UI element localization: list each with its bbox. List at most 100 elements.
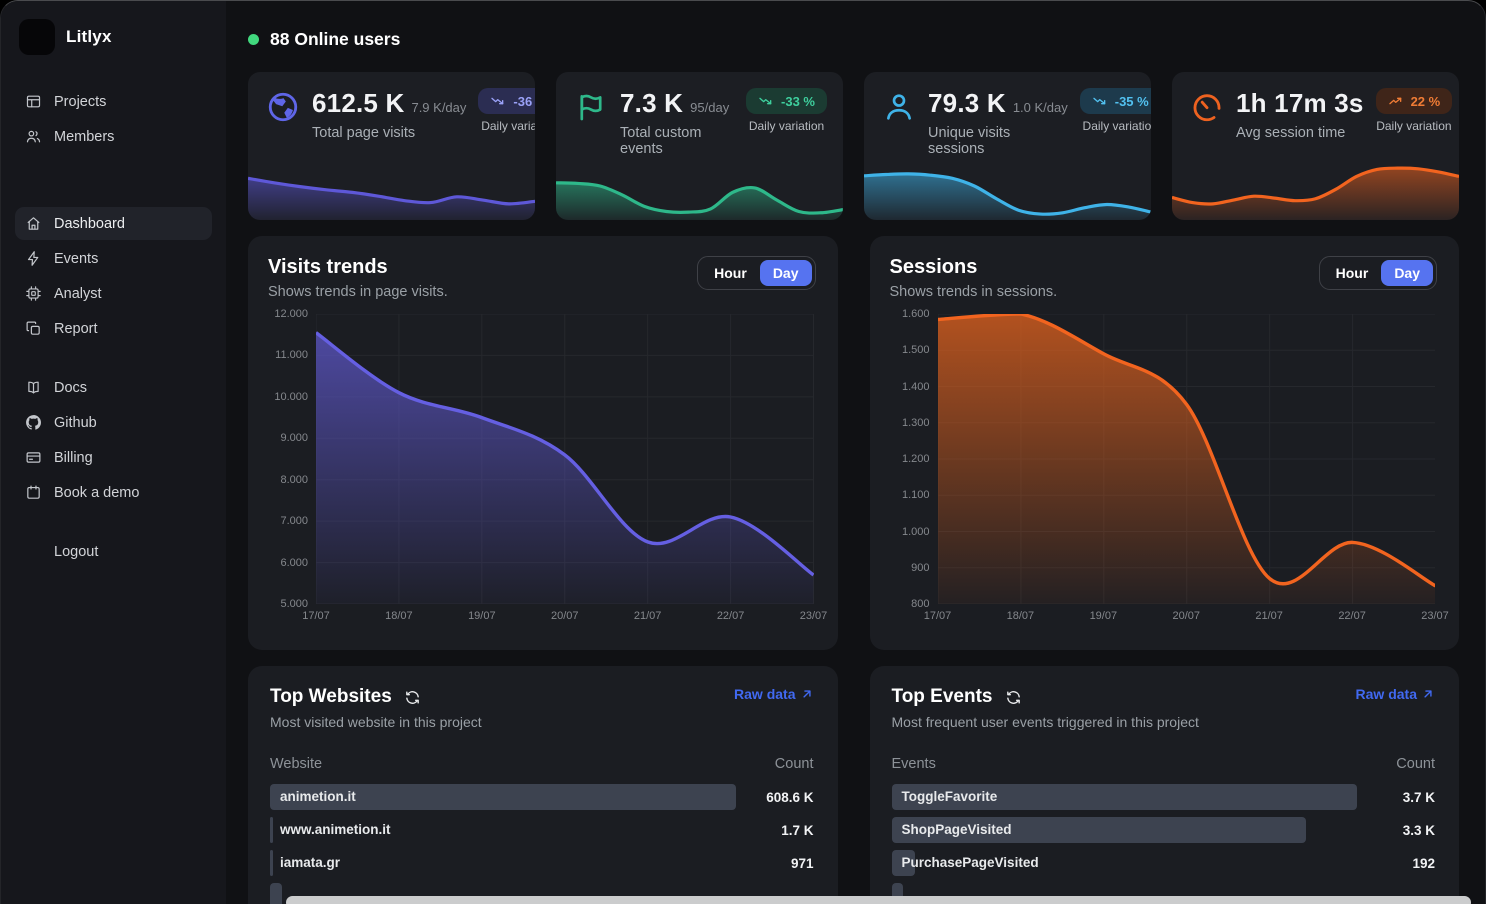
row-bar-zone: PurchasePageVisited xyxy=(891,850,1358,876)
sidebar-item-label: Billing xyxy=(54,449,93,466)
litlyx-logo xyxy=(19,19,55,55)
row-count: 1.7 K xyxy=(781,822,814,838)
table-subtitle: Most frequent user events triggered in t… xyxy=(891,714,1199,730)
variation-badge: 22 % xyxy=(1375,88,1453,114)
chart-card-sessions: Sessions Shows trends in sessions. Hour Day… xyxy=(869,236,1459,650)
variation-value: -36 % xyxy=(513,93,535,109)
variation-value: -33 % xyxy=(781,93,815,109)
x-axis-tick: 19/07 xyxy=(1089,610,1118,622)
stat-sparkline xyxy=(864,152,1151,220)
horizontal-scrollbar[interactable] xyxy=(286,896,1471,904)
row-count: 608.6 K xyxy=(766,789,814,805)
table-row[interactable]: animetion.it 608.6 K xyxy=(270,784,814,810)
sidebar-item-label: Analyst xyxy=(54,285,102,302)
table-subtitle: Most visited website in this project xyxy=(270,714,482,730)
raw-data-link[interactable]: Raw data xyxy=(734,686,813,702)
table-card-top-events: Top Events Raw data Most frequent user eve… xyxy=(869,666,1459,904)
chart-body: 12.000 11.000 10.000 9.000 8.000 7.000 6.000 5.… xyxy=(268,308,827,632)
sidebar-item-report[interactable]: Report xyxy=(15,312,212,345)
stat-card-text: 612.5 K 7.9 K/day Total page visits xyxy=(312,88,466,141)
y-axis-tick: 11.000 xyxy=(275,349,308,362)
y-axis-tick: 9.000 xyxy=(280,432,308,445)
sidebar-spacer xyxy=(11,511,216,533)
y-axis-labels: 12.000 11.000 10.000 9.000 8.000 7.000 6.000 5.… xyxy=(268,308,308,610)
chart-title-block: Visits trends Shows trends in page visits… xyxy=(268,256,448,300)
raw-data-link[interactable]: Raw data xyxy=(1356,686,1435,702)
row-count: 3.7 K xyxy=(1402,789,1435,805)
table-row[interactable]: www.animetion.it 1.7 K xyxy=(270,817,814,843)
table-row[interactable]: iamata.gr 971 xyxy=(270,850,814,876)
table-row[interactable]: ToggleFavorite 3.7 K xyxy=(891,784,1435,810)
row-value-bar xyxy=(270,817,273,843)
variation-value: 22 % xyxy=(1410,93,1441,109)
stat-label: Total custom events xyxy=(620,125,702,157)
stat-card-text: 7.3 K 95/day Total custom events xyxy=(620,88,734,157)
sidebar-item-projects[interactable]: Projects xyxy=(15,85,212,118)
hour-button[interactable]: Hour xyxy=(701,260,760,286)
stat-sparkline xyxy=(1172,152,1459,220)
sidebar-item-label: Logout xyxy=(54,543,99,560)
table-row[interactable]: ShopPageVisited 3.3 K xyxy=(891,817,1435,843)
row-value-bar xyxy=(270,883,282,904)
chart-subtitle: Shows trends in page visits. xyxy=(268,284,448,300)
row-bar-zone: ToggleFavorite xyxy=(891,784,1357,810)
table-row[interactable] xyxy=(270,883,814,904)
hour-button[interactable]: Hour xyxy=(1323,260,1382,286)
variation-caption: Daily variation xyxy=(1082,119,1151,133)
stat-card-total-custom-events: 7.3 K 95/day Total custom events -33 % Daily… xyxy=(556,72,843,220)
sidebar-item-label: Book a demo xyxy=(54,484,140,501)
chart-plot-area: 17/07 18/07 19/07 20/07 21/07 22/07 23/07 xyxy=(924,314,1449,622)
sidebar-primary-nav: Projects Members xyxy=(11,85,216,153)
stat-value: 7.3 K xyxy=(620,88,684,118)
stat-card-content: 1h 17m 3s Avg session time 22 % Daily varia… xyxy=(1172,72,1459,141)
sidebar-item-book-a-demo[interactable]: Book a demo xyxy=(15,476,212,509)
stat-label: Total page visits xyxy=(312,125,416,141)
user-icon xyxy=(882,90,916,124)
sidebar-spacer xyxy=(11,347,216,369)
chart-subtitle: Shows trends in sessions. xyxy=(889,284,1058,300)
stat-value-row: 79.3 K 1.0 K/day xyxy=(928,88,1068,119)
sidebar-item-members[interactable]: Members xyxy=(15,120,212,153)
sidebar-spacer xyxy=(11,155,216,205)
stat-rate: 7.9 K/day xyxy=(411,100,467,115)
table-header: Top Events Raw data xyxy=(892,686,1436,708)
trend-down-icon xyxy=(490,93,506,109)
sidebar-item-dashboard[interactable]: Dashboard xyxy=(15,207,212,240)
y-axis-tick: 1.000 xyxy=(901,525,930,538)
sidebar-item-events[interactable]: Events xyxy=(15,242,212,275)
variation-badge: -36 % xyxy=(478,88,535,114)
sidebar-item-github[interactable]: Github xyxy=(15,406,212,439)
stat-value-row: 1h 17m 3s xyxy=(1236,88,1364,119)
row-bar-zone xyxy=(891,883,1358,904)
time-range-toggle: Hour Day xyxy=(697,256,816,290)
chip-icon xyxy=(25,285,42,302)
x-axis-tick: 23/07 xyxy=(799,610,828,622)
refresh-icon[interactable] xyxy=(404,689,421,706)
variation-badge: -35 % xyxy=(1079,88,1151,114)
sidebar-item-docs[interactable]: Docs xyxy=(15,371,212,404)
sidebar-item-label: Report xyxy=(54,320,98,337)
chart-body: 1.600 1.500 1.400 1.300 1.200 1.100 1.000 900 80… xyxy=(890,308,1449,632)
day-button[interactable]: Day xyxy=(1381,260,1433,286)
y-axis-tick: 800 xyxy=(911,598,930,610)
table-row[interactable] xyxy=(891,883,1436,904)
chart-header: Sessions Shows trends in sessions. Hour Day xyxy=(889,256,1437,300)
layout-icon xyxy=(25,93,42,110)
table-row[interactable]: PurchasePageVisited 192 xyxy=(891,850,1435,876)
stat-value: 79.3 K xyxy=(928,88,1006,118)
x-axis-tick: 20/07 xyxy=(1172,610,1201,622)
y-axis-tick: 1.500 xyxy=(901,344,930,357)
table-rows: animetion.it 608.6 K www.animetion.it 1.7 K… xyxy=(270,784,814,904)
y-axis-tick: 1.400 xyxy=(901,380,930,393)
sidebar-item-logout[interactable]: Logout xyxy=(15,535,212,568)
stat-value: 1h 17m 3s xyxy=(1236,88,1364,118)
row-name: iamata.gr xyxy=(280,855,341,870)
sidebar-item-analyst[interactable]: Analyst xyxy=(15,277,212,310)
stat-rate: 95/day xyxy=(690,100,730,115)
day-button[interactable]: Day xyxy=(759,260,812,286)
refresh-icon[interactable] xyxy=(1005,689,1022,706)
table-column-headers: Website Count xyxy=(270,756,814,772)
calendar-icon xyxy=(25,484,42,501)
sidebar-item-label: Dashboard xyxy=(54,215,125,232)
sidebar-item-billing[interactable]: Billing xyxy=(15,441,212,474)
